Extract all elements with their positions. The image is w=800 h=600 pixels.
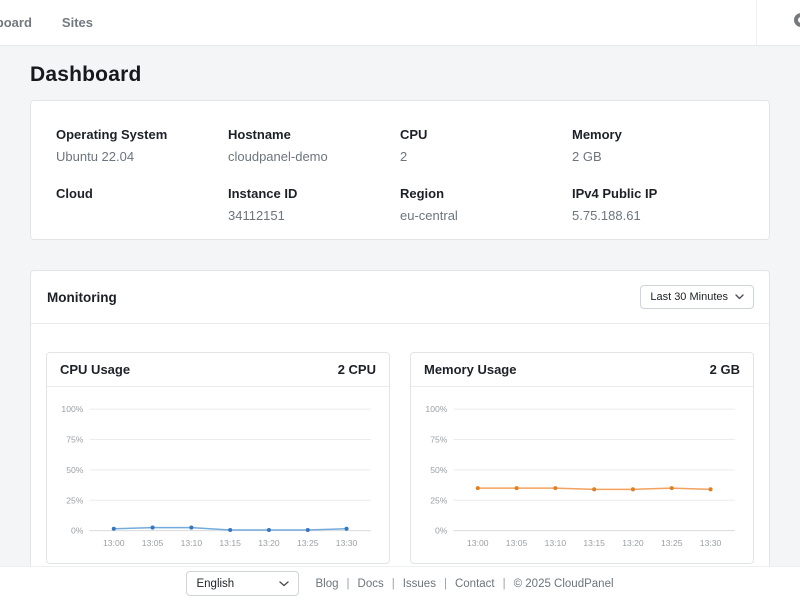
svg-text:13:20: 13:20 [258,538,280,548]
separator: | [444,578,447,590]
svg-text:13:05: 13:05 [142,538,164,548]
monitoring-header: Monitoring Last 30 Minutes [31,271,769,324]
field-instance-id: Instance ID 34112151 [228,186,400,223]
footer-link-contact[interactable]: Contact [455,578,495,590]
svg-text:13:00: 13:00 [103,538,125,548]
svg-text:100%: 100% [425,404,447,414]
nav-items: Dashboard Sites [0,15,93,30]
chevron-down-icon [735,294,744,300]
monitoring-charts-grid: CPU Usage 2 CPU 0% 25% 50% 75% 100% 13:00 13:0… [31,324,769,600]
system-info-card: Operating System Ubuntu 22.04 Hostname c… [30,100,770,240]
footer-copyright[interactable]: © 2025 CloudPanel [514,578,614,590]
field-label: Cloud [56,186,228,201]
system-info-grid: Operating System Ubuntu 22.04 Hostname c… [56,127,744,223]
user-circle-icon[interactable] [794,13,800,27]
svg-text:13:15: 13:15 [219,538,241,548]
chart-capacity-label: 2 GB [710,362,740,377]
svg-text:25%: 25% [66,495,84,505]
cpu-usage-line-chart: 0% 25% 50% 75% 100% 13:00 13:05 13:10 13:15 13:20… [47,387,389,563]
field-label: Operating System [56,127,228,142]
field-hostname: Hostname cloudpanel-demo [228,127,400,164]
chart-header: CPU Usage 2 CPU [47,353,389,387]
svg-text:0%: 0% [71,526,84,536]
memory-usage-chart-card: Memory Usage 2 GB 0% 25% 50% 75% 100% 13:00 13… [410,352,754,564]
language-select[interactable]: English [186,571,299,596]
svg-text:13:30: 13:30 [700,538,722,548]
svg-text:75%: 75% [430,435,448,445]
footer-link-blog[interactable]: Blog [315,578,338,590]
svg-text:13:10: 13:10 [181,538,203,548]
svg-text:13:30: 13:30 [336,538,358,548]
field-region: Region eu-central [400,186,572,223]
separator: | [503,578,506,590]
svg-text:50%: 50% [430,465,448,475]
field-value: Ubuntu 22.04 [56,149,228,164]
chart-title: CPU Usage [60,362,130,377]
field-cpu: CPU 2 [400,127,572,164]
footer-link-docs[interactable]: Docs [358,578,384,590]
top-nav: Dashboard Sites [0,0,800,46]
field-value: 2 GB [572,149,744,164]
chevron-down-icon [279,581,289,587]
svg-text:13:25: 13:25 [661,538,683,548]
field-operating-system: Operating System Ubuntu 22.04 [56,127,228,164]
chart-title: Memory Usage [424,362,516,377]
svg-text:0%: 0% [435,526,448,536]
field-label: IPv4 Public IP [572,186,744,201]
field-value: 2 [400,149,572,164]
separator: | [347,578,350,590]
svg-text:50%: 50% [66,465,84,475]
svg-text:75%: 75% [66,435,84,445]
field-value [56,208,228,223]
field-label: Memory [572,127,744,142]
svg-text:13:25: 13:25 [297,538,319,548]
field-ipv4-public-ip: IPv4 Public IP 5.75.188.61 [572,186,744,223]
memory-usage-line-chart: 0% 25% 50% 75% 100% 13:00 13:05 13:10 13:15 13:20… [411,387,753,563]
chart-capacity-label: 2 CPU [338,362,376,377]
cpu-usage-chart-card: CPU Usage 2 CPU 0% 25% 50% 75% 100% 13:00 13:0… [46,352,390,564]
svg-text:13:15: 13:15 [583,538,605,548]
svg-text:13:05: 13:05 [506,538,528,548]
field-label: Region [400,186,572,201]
time-range-value: Last 30 Minutes [650,291,728,303]
field-value: 34112151 [228,208,400,223]
nav-right-section [756,0,800,46]
language-value: English [196,578,234,590]
cloudpanel-dashboard: Dashboard Sites Dashboard Operating Syst… [0,0,800,600]
nav-item-sites[interactable]: Sites [62,15,93,30]
monitoring-title: Monitoring [47,290,117,305]
field-memory: Memory 2 GB [572,127,744,164]
svg-text:13:20: 13:20 [622,538,644,548]
svg-text:25%: 25% [430,495,448,505]
time-range-dropdown[interactable]: Last 30 Minutes [640,285,754,309]
svg-text:13:10: 13:10 [545,538,567,548]
field-value: eu-central [400,208,572,223]
footer-link-issues[interactable]: Issues [403,578,436,590]
footer: English Blog | Docs | Issues | Contact |… [0,566,800,600]
main-content: Dashboard Operating System Ubuntu 22.04 … [0,63,800,600]
field-cloud: Cloud [56,186,228,223]
page-title: Dashboard [30,63,770,87]
chart-header: Memory Usage 2 GB [411,353,753,387]
footer-links: Blog | Docs | Issues | Contact | © 2025 … [315,578,613,590]
monitoring-card: Monitoring Last 30 Minutes CPU Usage 2 C… [30,270,770,600]
field-label: CPU [400,127,572,142]
field-label: Hostname [228,127,400,142]
svg-text:13:00: 13:00 [467,538,489,548]
nav-item-dashboard[interactable]: Dashboard [0,15,32,30]
field-value: 5.75.188.61 [572,208,744,223]
svg-text:100%: 100% [61,404,83,414]
field-value: cloudpanel-demo [228,149,400,164]
field-label: Instance ID [228,186,400,201]
separator: | [392,578,395,590]
